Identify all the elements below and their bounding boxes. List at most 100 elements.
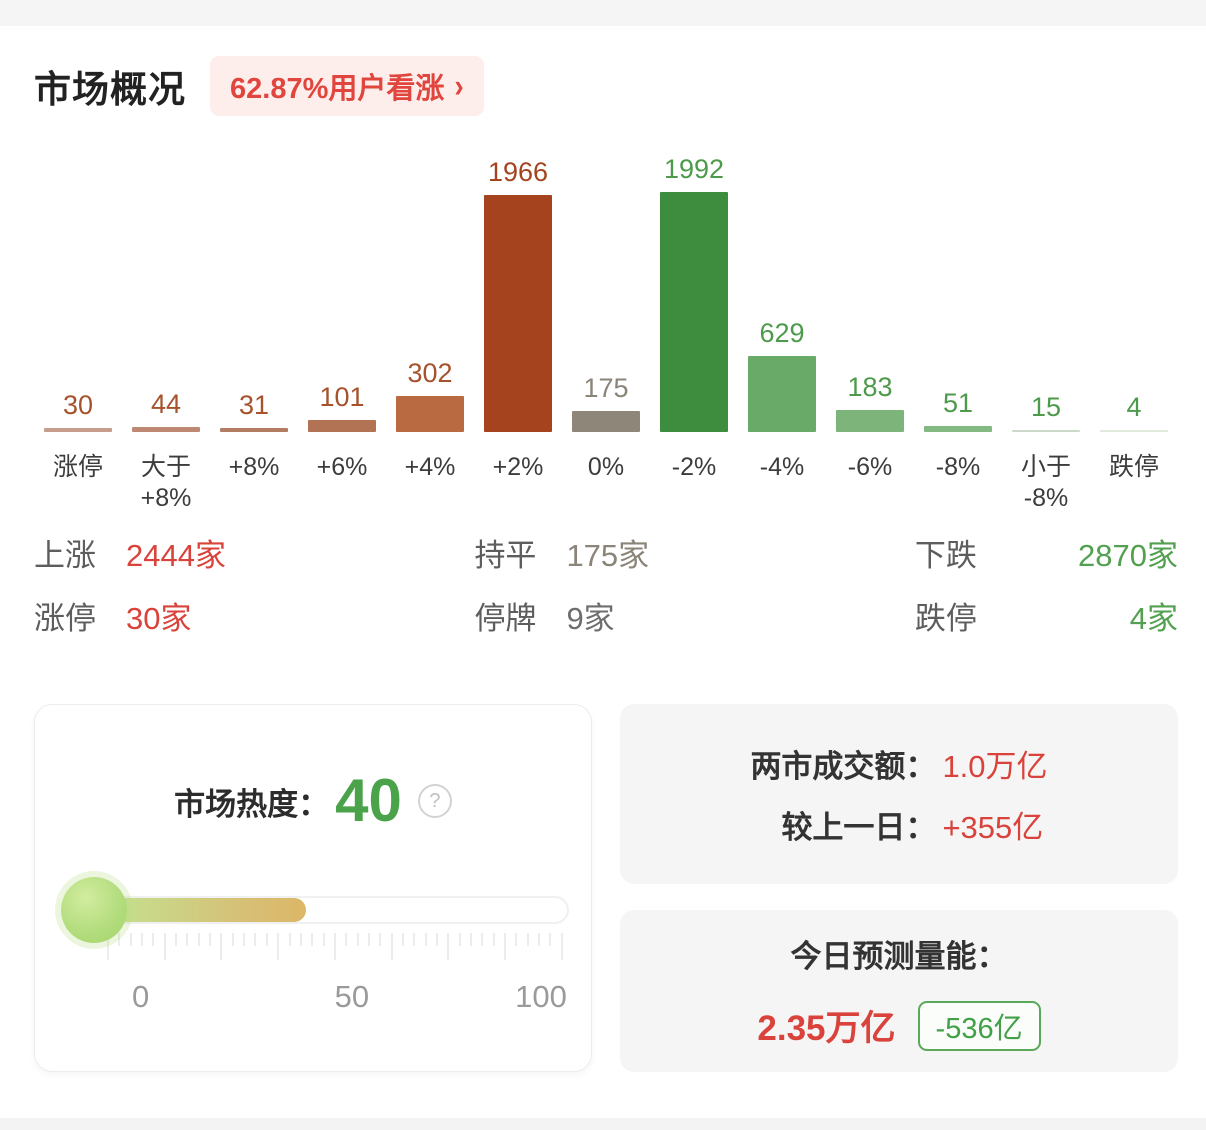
ruler-tick [209,933,212,946]
forecast-delta-badge: -536亿 [917,1000,1041,1051]
summary-label: 停牌 [474,601,537,636]
summary-value: 175家 [566,538,650,573]
ruler-tick [492,933,495,946]
bar-value-label: 15 [1030,392,1062,422]
ruler-tick [435,933,438,946]
right-panels-column: 两市成交额： 1.0万亿 较上一日： +355亿 今日预测量能： 2.35万亿 -53… [620,704,1178,1072]
bar-column: 31 +8% [210,150,298,524]
help-icon[interactable]: ? [417,784,452,818]
gauge-scale-min: 0 [132,979,150,1014]
user-sentiment-badge[interactable]: 62.87%用户看涨 › [210,56,484,116]
market-heat-value: 40 [335,767,402,834]
ruler-tick [220,933,223,960]
header: 市场概况 62.87%用户看涨 › [34,56,1178,116]
bar-value-label: 1966 [487,157,549,188]
bar-column: 302 +4% [386,150,474,524]
turnover-rows: 两市成交额： 1.0万亿 较上一日： +355亿 [750,741,1047,847]
top-divider-strip [0,0,1206,26]
summary-cell: 停牌 9家 [474,593,914,638]
bar-column: 44 大于 +8% [122,150,210,524]
summary-cell: 下跌 2870家 [915,530,1178,575]
bar-category-label: +8% [228,453,280,481]
page-title: 市场概况 [34,69,186,110]
market-heat-label: 市场热度： [174,786,330,822]
ruler-tick [265,933,268,946]
summary-value: 4家 [1129,601,1178,636]
bar-category-label: -4% [759,453,805,481]
bar-category-label: 涨停 [52,453,103,481]
ruler-tick [277,933,280,960]
bar [923,425,993,432]
ruler-tick [447,933,450,960]
bar-category-label: +4% [404,453,456,481]
gauge-fill [95,898,307,922]
bar-value-label: 31 [238,390,270,421]
bar [571,410,641,432]
bar-value-label: 44 [150,388,182,419]
ruler-tick [107,933,109,960]
bar-value-label: 30 [62,390,94,421]
sentiment-badge-label: 62.87%用户看涨 [230,73,445,105]
bar-column: 30 涨停 [34,150,122,524]
ruler-tick [288,933,291,946]
turnover-value: 1.0万亿 [942,749,1048,784]
ruler-tick [152,933,155,946]
ruler-tick [254,933,257,946]
bar-value-label: 302 [407,357,453,388]
bar [659,192,729,432]
bar-value-label: 175 [583,372,629,403]
ruler-tick [470,933,472,946]
ruler-tick [129,933,132,946]
ruler-tick [515,933,518,946]
summary-label: 下跌 [914,538,977,573]
chevron-right-icon: › [454,67,464,104]
bar-column: 175 0% [562,150,650,524]
ruler-tick [322,933,325,946]
bar-value-label: 629 [759,318,805,349]
bar-category-label: 跌停 [1108,453,1159,481]
bar-column: 629 -4% [738,150,826,524]
bottom-divider-strip [0,1118,1206,1130]
bar [1099,430,1169,432]
bar-category-label: -2% [671,453,717,481]
turnover-card: 两市成交额： 1.0万亿 较上一日： +355亿 [620,704,1178,884]
ruler-tick [401,933,404,946]
ruler-tick [299,933,302,946]
forecast-value-row: 2.35万亿 -536亿 [757,1000,1041,1051]
ruler-tick [231,933,234,946]
bar-category-label: +2% [492,453,544,481]
summary-cell: 持平 175家 [474,530,914,575]
ruler-tick [424,933,427,946]
market-summary-stats: 上涨 2444家 持平 175家 下跌 2870家 涨停 30家 停牌 9家 跌停 4家 [34,530,1178,638]
ruler-tick [243,933,246,946]
gauge-slider-knob[interactable] [61,877,127,943]
turnover-label: 较上一日： [781,810,937,845]
market-distribution-bar-chart: 30 涨停 44 大于 +8% 31 +8% 101 +6% 302 +4% 1966 +2% 175 0… [34,150,1178,524]
gauge-track [93,896,569,924]
summary-value: 30家 [126,601,192,636]
bar-column: 51 -8% [914,150,1002,524]
summary-label: 持平 [474,538,537,573]
ruler-tick [345,933,348,946]
summary-value: 2444家 [126,538,226,573]
ruler-tick [367,933,370,946]
bar-category-label: +6% [316,453,368,481]
bar [307,419,377,432]
forecast-title: 今日预测量能： [790,939,1008,974]
turnover-value: +355亿 [942,810,1044,845]
ruler-tick [379,933,382,946]
bar-column: 1966 +2% [474,150,562,524]
ruler-tick [549,933,552,946]
forecast-value: 2.35万亿 [757,1009,896,1048]
bar-category-label: -6% [847,453,893,481]
ruler-tick [356,933,359,946]
bar-column: 4 跌停 [1090,150,1178,524]
summary-label: 上涨 [34,538,96,573]
summary-cell: 上涨 2444家 [34,530,474,575]
ruler-tick [197,933,200,946]
bar-value-label: 1992 [663,154,725,184]
ruler-tick [481,933,484,946]
summary-value: 2870家 [1078,538,1178,573]
ruler-tick [118,933,121,946]
bar-value-label: 51 [942,387,974,418]
